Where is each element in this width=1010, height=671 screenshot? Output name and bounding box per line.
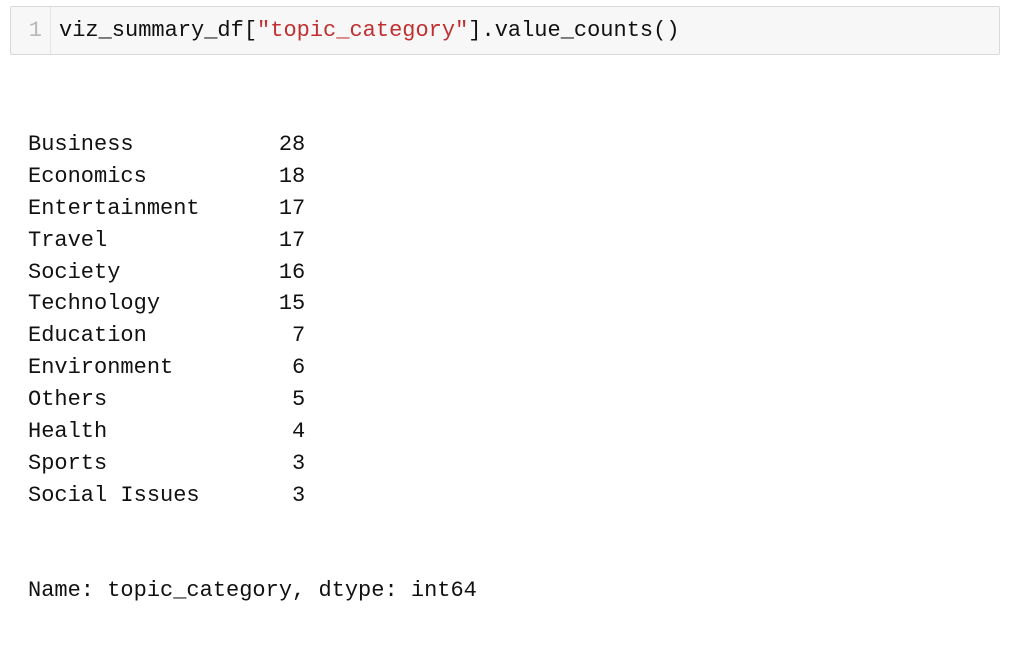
output-row-label: Environment — [28, 352, 252, 384]
code-token-punct: [ — [244, 18, 257, 43]
output-row: Business28 — [28, 129, 1000, 161]
output-row-label: Technology — [28, 288, 252, 320]
output-row-label: Entertainment — [28, 193, 252, 225]
output-row: Social Issues3 — [28, 480, 1000, 512]
output-row-label: Business — [28, 129, 252, 161]
code-token-identifier: viz_summary_df — [59, 18, 244, 43]
output-row-count: 6 — [252, 352, 305, 384]
output-row-count: 3 — [252, 448, 305, 480]
output-row: Sports3 — [28, 448, 1000, 480]
output-row: Entertainment17 — [28, 193, 1000, 225]
code-token-punct: . — [481, 18, 494, 43]
output-row-label: Society — [28, 257, 252, 289]
notebook-cell: 1 viz_summary_df["topic_category"].value… — [0, 0, 1010, 671]
line-number-gutter: 1 — [11, 7, 51, 54]
output-row-count: 3 — [252, 480, 305, 512]
output-row-label: Others — [28, 384, 252, 416]
output-row: Society16 — [28, 257, 1000, 289]
code-token-punct: ) — [666, 18, 679, 43]
output-row-count: 17 — [252, 193, 305, 225]
output-footer: Name: topic_category, dtype: int64 — [28, 575, 1000, 607]
output-row-label: Economics — [28, 161, 252, 193]
output-row-count: 17 — [252, 225, 305, 257]
output-row: Education7 — [28, 320, 1000, 352]
code-token-punct: ] — [468, 18, 481, 43]
output-row-label: Social Issues — [28, 480, 252, 512]
output-row-label: Education — [28, 320, 252, 352]
output-row: Travel17 — [28, 225, 1000, 257]
output-row: Health4 — [28, 416, 1000, 448]
code-editor[interactable]: viz_summary_df["topic_category"].value_c… — [51, 7, 999, 54]
code-output: Business28Economics18Entertainment17Trav… — [10, 55, 1000, 671]
output-row-count: 4 — [252, 416, 305, 448]
code-token-punct: ( — [653, 18, 666, 43]
code-token-identifier: value_counts — [495, 18, 653, 43]
output-row: Others5 — [28, 384, 1000, 416]
output-row: Environment6 — [28, 352, 1000, 384]
output-row-label: Travel — [28, 225, 252, 257]
output-row-count: 16 — [252, 257, 305, 289]
output-row-count: 5 — [252, 384, 305, 416]
line-number: 1 — [29, 18, 42, 43]
output-row: Technology15 — [28, 288, 1000, 320]
code-token-string: "topic_category" — [257, 18, 468, 43]
output-rows: Business28Economics18Entertainment17Trav… — [28, 129, 1000, 512]
output-row-label: Sports — [28, 448, 252, 480]
output-row-count: 7 — [252, 320, 305, 352]
output-row-count: 15 — [252, 288, 305, 320]
code-input-cell: 1 viz_summary_df["topic_category"].value… — [10, 6, 1000, 55]
output-row-count: 18 — [252, 161, 305, 193]
output-row-label: Health — [28, 416, 252, 448]
output-row-count: 28 — [252, 129, 305, 161]
output-row: Economics18 — [28, 161, 1000, 193]
